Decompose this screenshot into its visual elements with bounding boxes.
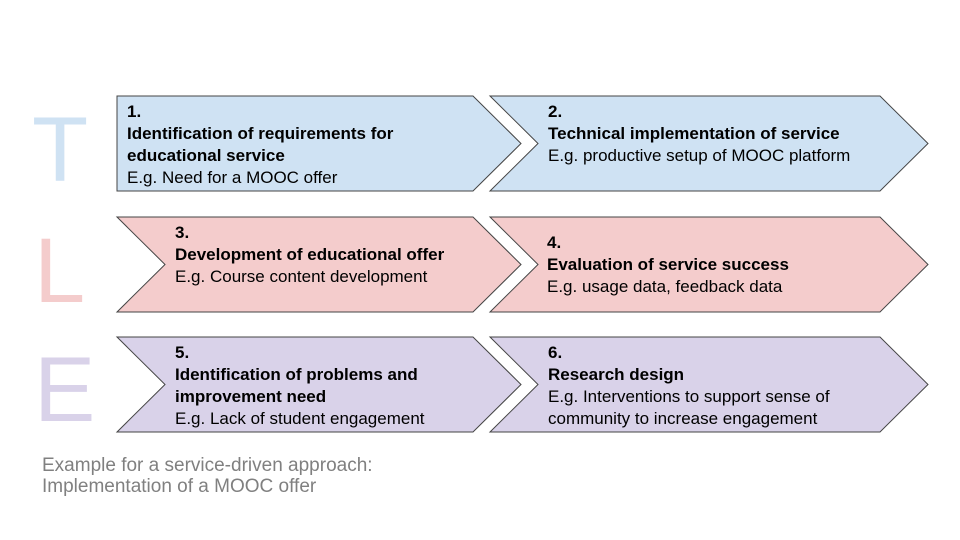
step-4-text: 4. Evaluation of service success E.g. us…: [547, 232, 887, 298]
step-3-number: 3.: [175, 223, 190, 242]
step-3-example: E.g. Course content development: [175, 267, 428, 286]
step-2-title: Technical implementation of service: [548, 124, 840, 143]
step-5-number: 5.: [175, 343, 190, 362]
step-5-text: 5. Identification of problems and improv…: [175, 342, 475, 430]
step-6-example: E.g. Interventions to support sense of c…: [548, 387, 830, 428]
tle-letter-e: E: [34, 339, 96, 441]
step-5-title: Identification of problems and improveme…: [175, 365, 418, 406]
step-1-shape: [116, 95, 522, 192]
step-4-example: E.g. usage data, feedback data: [547, 277, 783, 296]
step-6-text: 6. Research design E.g. Interventions to…: [548, 342, 888, 430]
step-6-title: Research design: [548, 365, 685, 384]
step-2-shape: [488, 95, 929, 192]
step-6-shape: [488, 336, 929, 433]
step-6-number: 6.: [548, 343, 563, 362]
step-2-example: E.g. productive setup of MOOC platform: [548, 146, 851, 165]
step-4-shape: [488, 216, 929, 313]
step-1-text: 1. Identification of requirements for ed…: [127, 101, 467, 189]
step-1-example: E.g. Need for a MOOC offer: [127, 168, 338, 187]
step-3-title: Development of educational offer: [175, 245, 445, 264]
step-5-shape: [115, 336, 522, 433]
caption-line-2: Implementation of a MOOC offer: [42, 476, 317, 497]
step-3-text: 3. Development of educational offer E.g.…: [175, 222, 475, 288]
step-3-shape: [115, 216, 522, 313]
tle-letter-t: T: [32, 99, 89, 201]
step-1-title: Identification of requirements for educa…: [127, 124, 394, 165]
caption: Example for a service-driven approach: I…: [42, 455, 373, 497]
step-4-number: 4.: [547, 233, 562, 252]
step-1-number: 1.: [127, 102, 142, 121]
step-2-number: 2.: [548, 102, 563, 121]
step-2-text: 2. Technical implementation of service E…: [548, 101, 888, 167]
caption-line-1: Example for a service-driven approach:: [42, 455, 373, 476]
step-5-example: E.g. Lack of student engagement: [175, 409, 425, 428]
tle-letter-l: L: [34, 220, 86, 322]
step-4-title: Evaluation of service success: [547, 255, 789, 274]
